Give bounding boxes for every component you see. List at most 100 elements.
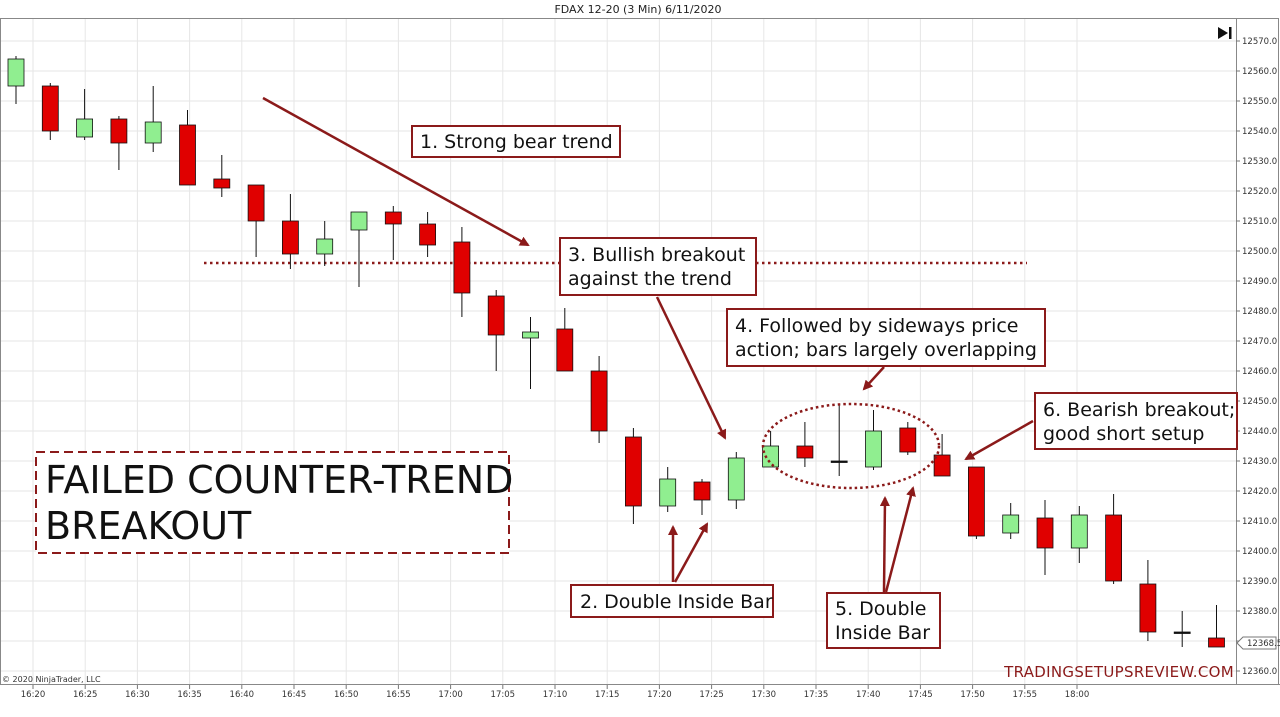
y-tick-label: 12390.0 <box>1242 577 1277 587</box>
candle-body <box>281 220 299 255</box>
candle-body <box>727 457 745 501</box>
arrow-bullish-breakout <box>655 296 727 440</box>
candle-body <box>659 478 677 507</box>
arrow-inside-bar-2 <box>673 522 709 583</box>
x-tick-label: 16:40 <box>230 690 255 700</box>
candle <box>968 466 985 539</box>
headline-text: FAILED COUNTER-TREND BREAKOUT <box>45 458 513 548</box>
candle <box>625 428 642 524</box>
current-price-marker: 12368.5 <box>1236 636 1280 650</box>
x-tick-label: 17:35 <box>804 690 829 700</box>
candle-body <box>179 124 196 186</box>
chart-title: FDAX 12-20 (3 Min) 6/11/2020 <box>554 3 721 16</box>
x-tick-label: 17:10 <box>543 690 568 700</box>
candle <box>762 431 779 468</box>
x-tick-label: 17:15 <box>595 690 620 700</box>
candle <box>281 194 299 269</box>
annotation-5: 5. Double Inside Bar <box>826 592 941 649</box>
arrow-bearish-breakout <box>964 419 1034 461</box>
y-tick-label: 12360.0 <box>1242 667 1277 677</box>
watermark: TRADINGSETUPSREVIEW.COM <box>1003 663 1234 681</box>
candle <box>487 290 505 371</box>
x-tick-label: 17:50 <box>960 690 985 700</box>
candle <box>796 422 814 467</box>
scroll-to-end-icon[interactable] <box>1218 27 1232 39</box>
annotation-6: 6. Bearish breakout; good short setup <box>1034 392 1238 450</box>
candle <box>41 83 59 140</box>
y-tick-label: 12530.0 <box>1242 157 1277 167</box>
candle <box>659 467 677 512</box>
annotation-6-text: 6. Bearish breakout; good short setup <box>1043 399 1235 445</box>
candle-body <box>213 178 231 189</box>
candle-body <box>1139 583 1157 633</box>
y-tick-label: 12420.0 <box>1242 487 1277 497</box>
candle <box>1036 500 1054 575</box>
y-tick-label: 12480.0 <box>1242 307 1277 317</box>
arrow-inside-bar-4 <box>884 486 916 593</box>
y-tick-label: 12540.0 <box>1242 127 1277 137</box>
x-tick-label: 16:50 <box>334 690 359 700</box>
candle <box>144 86 162 152</box>
x-tick-label: 18:00 <box>1065 690 1090 700</box>
candle <box>384 206 402 260</box>
y-tick-label: 12400.0 <box>1242 547 1277 557</box>
x-tick-label: 16:20 <box>21 690 46 700</box>
candle <box>1002 503 1020 539</box>
arrow-bear-trend <box>262 96 530 247</box>
candle-body <box>110 118 128 144</box>
candle-body <box>384 211 402 225</box>
x-tick-label: 17:00 <box>438 690 463 700</box>
x-tick-label: 16:25 <box>73 690 98 700</box>
y-tick-label: 12560.0 <box>1242 67 1277 77</box>
candle-body <box>1173 631 1191 634</box>
candle <box>1208 605 1225 648</box>
x-tick-label: 17:45 <box>908 690 933 700</box>
candle-body <box>7 58 25 87</box>
candle-body <box>316 238 334 255</box>
y-tick-label: 12410.0 <box>1242 517 1277 527</box>
arrow-inside-bar-3 <box>879 496 890 593</box>
candle <box>556 308 574 372</box>
candle-body <box>1105 514 1122 582</box>
price-axis-panel[interactable] <box>1236 18 1279 685</box>
candle <box>522 317 539 389</box>
candle <box>590 356 608 443</box>
candle <box>350 211 368 287</box>
candle-body <box>865 430 882 468</box>
sideways-range-ellipse <box>761 402 941 490</box>
x-tick-label: 16:30 <box>125 690 150 700</box>
candle <box>76 89 93 140</box>
candle-body <box>762 445 779 468</box>
annotation-3-text: 3. Bullish breakout against the trend <box>568 244 745 290</box>
candle <box>7 56 25 104</box>
annotation-5-text: 5. Double Inside Bar <box>835 598 930 644</box>
price-axis: 12570.0 12560.0 12550.0 12540.0 12530.0 12520… <box>1236 37 1277 677</box>
candle-body <box>625 436 642 507</box>
y-tick-label: 12450.0 <box>1242 397 1277 407</box>
candle <box>830 404 848 476</box>
candle-body <box>830 460 848 463</box>
candle-body <box>1070 514 1088 549</box>
candle <box>865 410 882 470</box>
candle <box>110 116 128 170</box>
candle-body <box>933 454 951 477</box>
annotation-2: 2. Double Inside Bar <box>570 584 774 618</box>
arrow-sideways <box>862 366 885 391</box>
candles <box>7 56 1225 648</box>
x-tick-label: 17:05 <box>491 690 516 700</box>
annotation-1-text: 1. Strong bear trend <box>420 131 613 153</box>
x-tick-label: 16:35 <box>177 690 202 700</box>
candle-body <box>1208 637 1225 648</box>
candle-body <box>350 211 368 231</box>
candle-body <box>968 466 985 537</box>
candle <box>453 227 471 317</box>
x-tick-label: 17:30 <box>752 690 777 700</box>
candle <box>727 452 745 509</box>
y-tick-label: 12520.0 <box>1242 187 1277 197</box>
candle <box>1070 506 1088 563</box>
candle-body <box>41 85 59 132</box>
copyright: © 2020 NinjaTrader, LLC <box>2 675 101 684</box>
annotation-1: 1. Strong bear trend <box>411 125 621 158</box>
x-tick-label: 17:55 <box>1013 690 1038 700</box>
